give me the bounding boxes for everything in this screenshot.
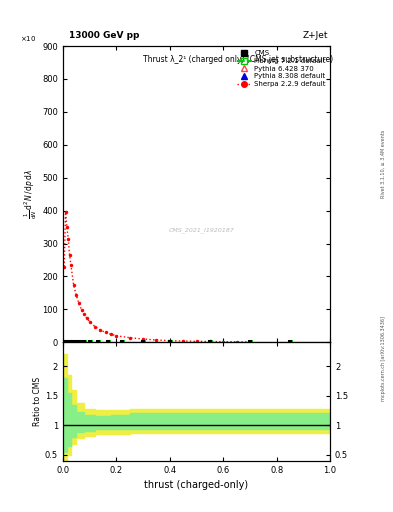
Y-axis label: Ratio to CMS: Ratio to CMS	[33, 377, 42, 426]
X-axis label: thrust (charged-only): thrust (charged-only)	[145, 480, 248, 490]
Text: Rivet 3.1.10, ≥ 3.4M events: Rivet 3.1.10, ≥ 3.4M events	[381, 130, 386, 198]
Legend: CMS, Herwig 7.2.1 default, Pythia 6.428 370, Pythia 8.308 default, Sherpa 2.2.9 : CMS, Herwig 7.2.1 default, Pythia 6.428 …	[234, 48, 329, 90]
Text: $\times10$: $\times10$	[20, 34, 37, 43]
Text: Thrust λ_2¹ (charged only) (CMS jet substructure): Thrust λ_2¹ (charged only) (CMS jet subs…	[143, 55, 333, 64]
Y-axis label: $\frac{1}{\mathrm{d}N}\,\mathrm{d}^2N\,/\,\mathrm{d}p\,\mathrm{d}\lambda$: $\frac{1}{\mathrm{d}N}\,\mathrm{d}^2N\,/…	[23, 169, 39, 219]
Text: mcplots.cern.ch [arXiv:1306.3436]: mcplots.cern.ch [arXiv:1306.3436]	[381, 316, 386, 401]
Text: Z+Jet: Z+Jet	[303, 31, 328, 40]
Text: 13000 GeV pp: 13000 GeV pp	[69, 31, 139, 40]
Text: CMS_2021_I1920187: CMS_2021_I1920187	[169, 227, 235, 232]
